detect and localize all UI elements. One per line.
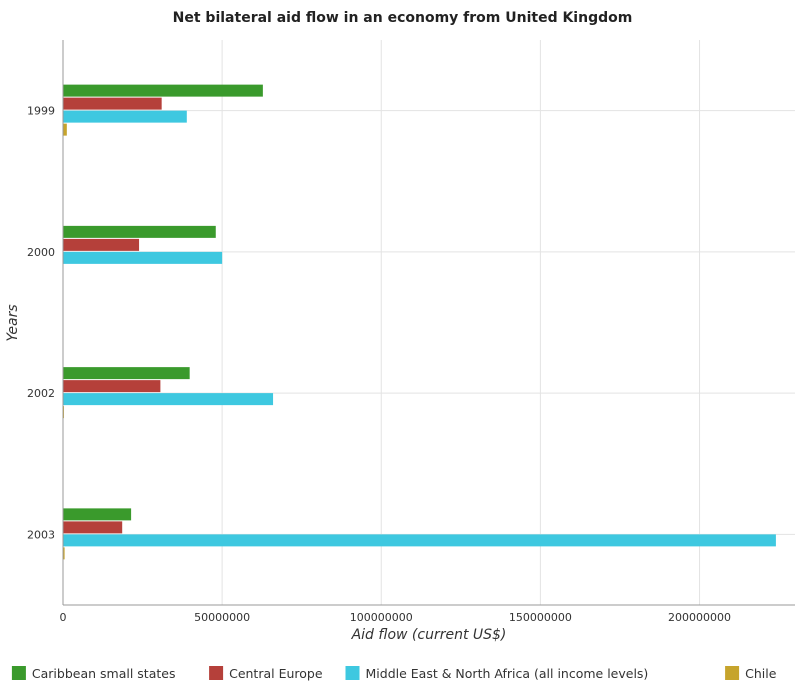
x-axis-label: Aid flow (current US$): [351, 627, 507, 643]
y-tick-label: 1999: [27, 105, 55, 118]
bar-1999-1: [63, 97, 162, 110]
bar-2003-2: [63, 534, 776, 547]
x-ticks: 0 50000000 100000000 150000000 200000000: [60, 611, 732, 624]
bar-1999-0: [63, 84, 263, 97]
legend-label: Caribbean small states: [32, 666, 176, 681]
y-axis-label: Years: [5, 304, 21, 341]
axes: [62, 40, 795, 606]
legend-swatch: [11, 666, 26, 680]
legend-swatch: [209, 666, 224, 680]
bar-2003-3: [63, 547, 65, 560]
bar-2000-0: [63, 225, 216, 238]
x-tick-label: 150000000: [509, 611, 572, 624]
bars: [63, 84, 776, 560]
bar-1999-3: [63, 123, 67, 136]
legend: Caribbean small states Central Europe Midd…: [11, 666, 777, 681]
grid-lines: [62, 40, 795, 605]
legend-label: Chile: [745, 666, 777, 681]
legend-swatch: [345, 666, 360, 680]
legend-label: Central Europe: [229, 666, 323, 681]
bar-2002-1: [63, 380, 161, 393]
bar-2003-1: [63, 521, 123, 534]
bar-2003-0: [63, 508, 132, 521]
x-tick-label: 0: [60, 611, 67, 624]
legend-swatch: [725, 666, 740, 680]
y-tick-label: 2003: [27, 528, 55, 541]
bar-2000-2: [63, 251, 223, 264]
legend-label: Middle East & North Africa (all income l…: [366, 666, 649, 681]
bar-2002-2: [63, 393, 274, 406]
x-tick-label: 50000000: [194, 611, 250, 624]
y-tick-label: 2000: [27, 246, 55, 259]
x-tick-label: 100000000: [350, 611, 413, 624]
y-ticks: 1999 2000 2002 2003: [27, 105, 55, 542]
y-tick-label: 2002: [27, 387, 55, 400]
chart-title: Net bilateral aid flow in an economy fro…: [172, 10, 633, 26]
bar-1999-2: [63, 110, 187, 123]
bar-2000-1: [63, 238, 140, 251]
bar-2002-0: [63, 367, 190, 380]
x-tick-label: 200000000: [668, 611, 731, 624]
